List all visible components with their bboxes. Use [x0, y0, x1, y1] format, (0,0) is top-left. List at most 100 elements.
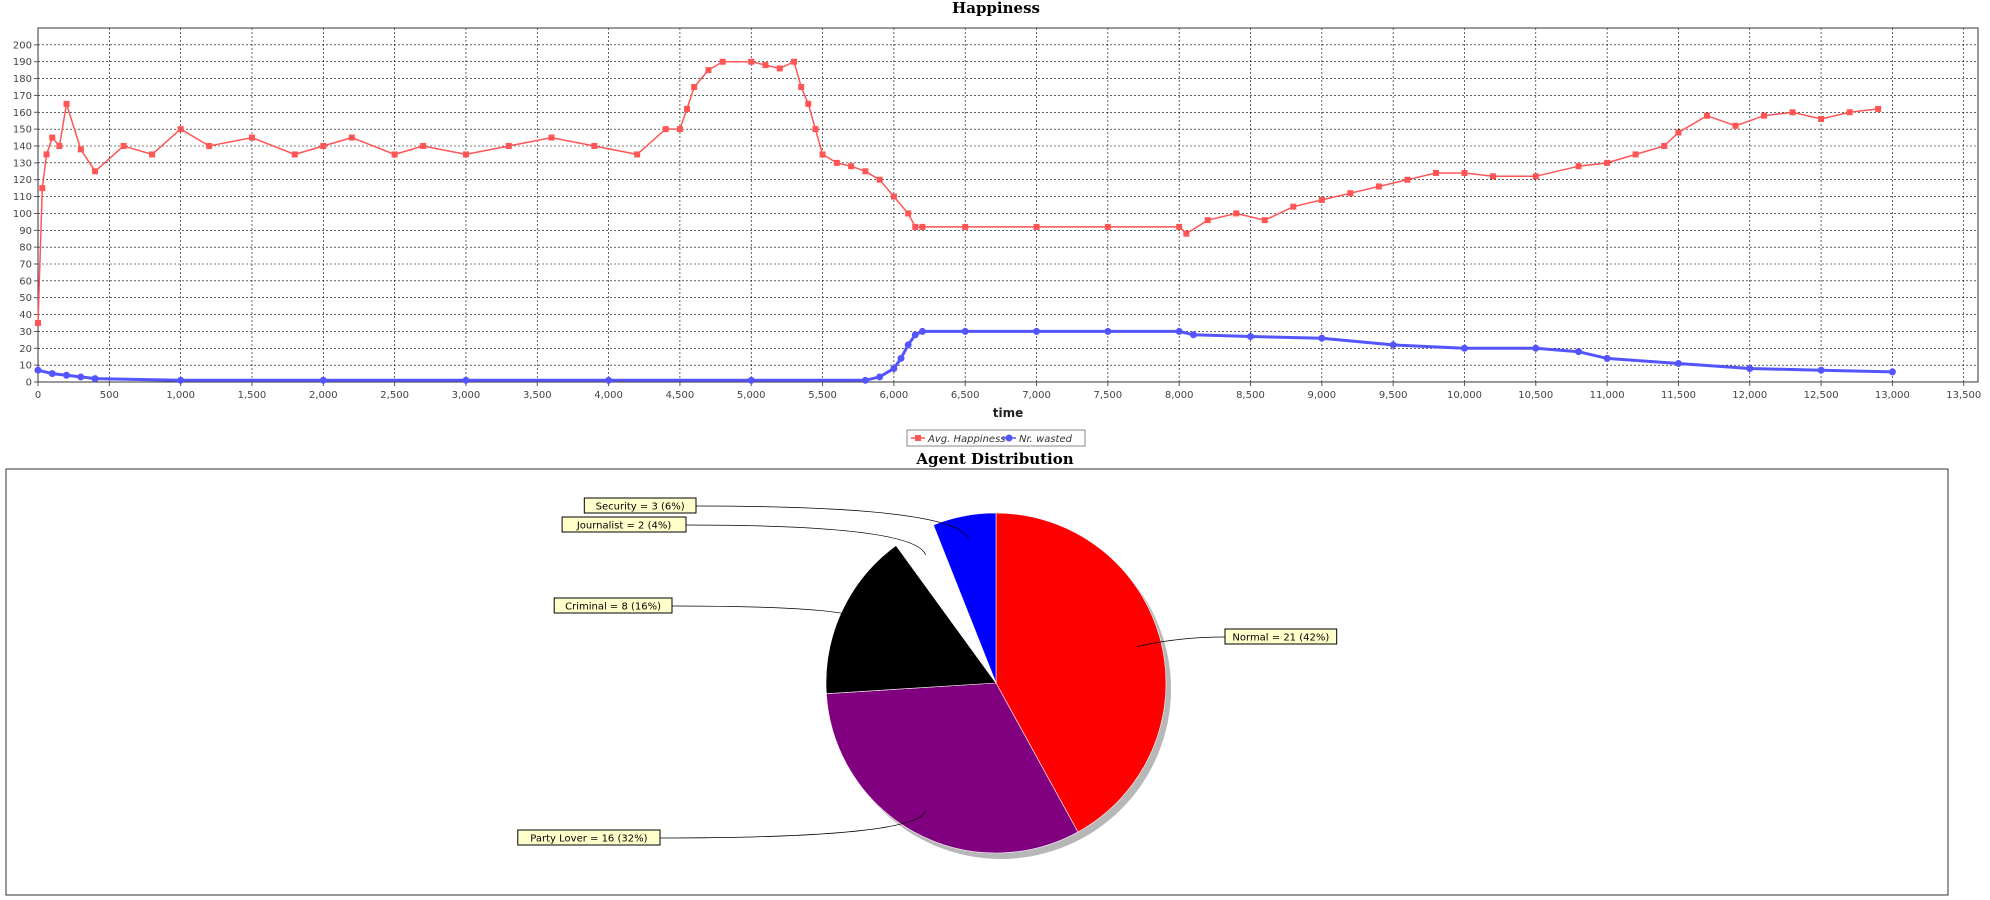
data-point-nr-wasted: [63, 371, 71, 379]
data-point-avg-happiness: [35, 320, 41, 326]
pie-slices: [825, 512, 1167, 854]
data-point-avg-happiness: [420, 143, 427, 149]
legend-marker-avg-happiness: [915, 435, 921, 441]
x-tick-label: 5,000: [737, 390, 766, 401]
y-tick-label: 160: [13, 108, 32, 119]
data-point-nr-wasted: [918, 327, 926, 335]
x-tick-label: 10,000: [1447, 390, 1482, 401]
data-point-avg-happiness: [1347, 190, 1354, 197]
data-point-nr-wasted: [890, 365, 898, 373]
x-tick-label: 8,500: [1236, 390, 1265, 401]
data-point-nr-wasted: [904, 341, 912, 349]
y-tick-label: 70: [19, 260, 32, 271]
pie-label-leader-security: [695, 505, 969, 540]
data-point-avg-happiness: [676, 126, 683, 133]
x-tick-label: 8,000: [1165, 390, 1194, 401]
legend-label-nr-wasted: Nr. wasted: [1019, 434, 1073, 445]
data-point-avg-happiness: [684, 105, 691, 112]
y-tick-label: 190: [13, 57, 32, 68]
pie-label-party-lover: Party Lover = 16 (32%): [530, 834, 647, 845]
happiness-chart: Happiness 0 10 20 30 40 50 60 70 80 90 100 110 120 13…: [13, 0, 1981, 447]
data-point-nr-wasted: [605, 376, 613, 384]
legend-item-nr-wasted: Nr. wasted: [1002, 434, 1073, 445]
data-point-avg-happiness: [120, 143, 127, 149]
pie-label-box-party-lover: [517, 829, 661, 846]
data-point-avg-happiness: [1575, 163, 1582, 170]
data-point-avg-happiness: [1875, 105, 1882, 112]
x-tick-label: 0: [35, 390, 41, 401]
data-point-avg-happiness: [890, 193, 897, 200]
pie-label-leader-normal: [1137, 636, 1226, 647]
pie-frame: [5, 468, 1949, 896]
data-point-avg-happiness: [43, 151, 50, 158]
y-tick-label: 90: [19, 226, 32, 237]
data-point-nr-wasted: [1817, 366, 1825, 374]
y-tick-label: 10: [19, 361, 32, 372]
data-point-nr-wasted: [1746, 365, 1754, 373]
y-tick-label: 40: [19, 310, 32, 321]
data-point-nr-wasted: [1674, 359, 1682, 367]
data-point-avg-happiness: [248, 134, 255, 141]
x-tick-label: 4,000: [594, 390, 623, 401]
data-point-nr-wasted: [861, 376, 869, 384]
data-point-nr-wasted: [1189, 331, 1197, 339]
data-point-nr-wasted: [1175, 327, 1183, 335]
x-tick-label: 500: [100, 390, 119, 401]
pie-labels: Normal = 21 (42%) Party Lover = 16 (32%) C…: [517, 497, 1338, 846]
data-point-avg-happiness: [591, 143, 598, 149]
pie-label-box-journalist: [561, 516, 687, 533]
data-point-avg-happiness: [63, 100, 70, 107]
legend: Avg. Happiness Nr. wasted: [906, 429, 1086, 447]
data-point-avg-happiness: [1846, 109, 1853, 116]
x-tick-label: 3,500: [523, 390, 552, 401]
data-point-avg-happiness: [1732, 122, 1739, 129]
data-point-avg-happiness: [919, 223, 926, 230]
x-tick-label: 4,500: [666, 390, 695, 401]
y-tick-label: 120: [13, 175, 32, 186]
y-tick-label: 20: [19, 344, 32, 355]
x-axis-ticks: 0 500 1,000 1,500 2,000 2,500 3,000 3,500 4,000 4…: [35, 382, 1981, 401]
x-tick-label: 5,500: [808, 390, 837, 401]
data-point-avg-happiness: [77, 146, 84, 153]
data-point-avg-happiness: [1661, 143, 1668, 149]
data-point-avg-happiness: [1104, 223, 1111, 230]
legend-label-avg-happiness: Avg. Happiness: [927, 434, 1006, 445]
data-point-avg-happiness: [905, 210, 912, 217]
x-tick-label: 10,500: [1518, 390, 1553, 401]
plot-area: [37, 27, 1979, 383]
y-tick-label: 170: [13, 91, 32, 102]
data-point-avg-happiness: [812, 126, 819, 133]
data-point-nr-wasted: [177, 376, 185, 384]
pie-label-box-security: [583, 497, 697, 514]
legend-box: [906, 429, 1086, 447]
pie-slice-normal: [995, 512, 1167, 833]
data-point-avg-happiness: [1675, 129, 1682, 136]
data-point-avg-happiness: [762, 62, 769, 69]
data-point-avg-happiness: [833, 159, 840, 166]
x-tick-label: 6,000: [880, 390, 909, 401]
pie-label-box-criminal: [553, 597, 673, 614]
data-point-avg-happiness: [92, 168, 99, 175]
data-point-avg-happiness: [776, 65, 783, 72]
y-axis-ticks: 0 10 20 30 40 50 60 70 80 90 100 110 120 130 140 150 160…: [13, 40, 38, 389]
x-tick-label: 9,000: [1308, 390, 1337, 401]
data-point-nr-wasted: [34, 366, 42, 374]
data-point-nr-wasted: [1575, 348, 1583, 356]
grid-lines: [37, 28, 1978, 383]
data-point-nr-wasted: [1033, 327, 1041, 335]
data-point-nr-wasted: [319, 376, 327, 384]
pie-shadow-disc: [831, 519, 1171, 859]
data-point-avg-happiness: [548, 134, 555, 141]
data-point-avg-happiness: [56, 143, 63, 149]
x-tick-label: 12,000: [1732, 390, 1767, 401]
data-point-avg-happiness: [177, 126, 184, 133]
pie-label-normal: Normal = 21 (42%): [1232, 633, 1329, 644]
data-point-nr-wasted: [747, 376, 755, 384]
data-point-avg-happiness: [1183, 230, 1190, 237]
data-point-avg-happiness: [719, 58, 726, 65]
data-point-avg-happiness: [705, 67, 712, 74]
series-line-avg-happiness: [37, 60, 1879, 324]
data-point-avg-happiness: [791, 58, 798, 65]
data-point-avg-happiness: [805, 100, 812, 107]
data-point-avg-happiness: [912, 223, 919, 230]
